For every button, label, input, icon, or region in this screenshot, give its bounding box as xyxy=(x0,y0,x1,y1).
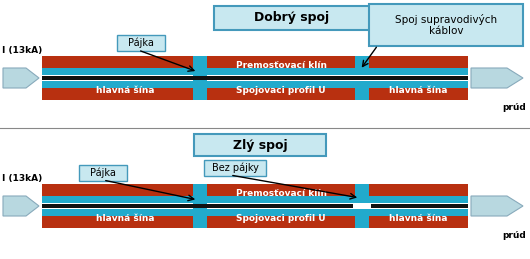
Bar xyxy=(42,76,207,80)
Bar xyxy=(193,204,207,208)
FancyArrow shape xyxy=(3,68,39,88)
Polygon shape xyxy=(42,184,62,203)
Text: Pájka: Pájka xyxy=(128,38,154,48)
FancyBboxPatch shape xyxy=(79,165,127,181)
Text: Bez pájky: Bez pájky xyxy=(211,163,259,173)
Bar xyxy=(42,81,193,88)
Bar xyxy=(369,204,468,208)
Text: Spoj supravodivých
káblov: Spoj supravodivých káblov xyxy=(395,14,497,36)
Bar xyxy=(353,203,371,209)
Polygon shape xyxy=(42,209,62,228)
Bar xyxy=(207,81,355,88)
Text: prúd: prúd xyxy=(502,231,526,240)
Bar xyxy=(207,204,355,208)
Text: Premosťovací klín: Premosťovací klín xyxy=(235,189,326,198)
FancyBboxPatch shape xyxy=(214,6,371,30)
Polygon shape xyxy=(448,81,468,100)
Bar xyxy=(42,81,193,100)
Polygon shape xyxy=(42,81,62,100)
Bar xyxy=(42,209,193,216)
Text: hlavná šína: hlavná šína xyxy=(96,86,155,95)
Text: Pájka: Pájka xyxy=(90,168,116,178)
Bar xyxy=(355,184,369,228)
Text: hlavná šína: hlavná šína xyxy=(389,214,448,223)
Bar xyxy=(42,204,207,208)
Bar xyxy=(369,184,468,203)
Bar xyxy=(369,196,468,203)
Text: I (13kA): I (13kA) xyxy=(2,174,42,183)
Bar xyxy=(42,209,193,228)
Bar xyxy=(369,81,468,88)
FancyArrow shape xyxy=(471,68,523,88)
Bar xyxy=(369,81,468,100)
FancyArrow shape xyxy=(471,196,523,216)
FancyBboxPatch shape xyxy=(117,35,165,51)
Bar xyxy=(193,184,207,228)
Bar xyxy=(207,209,355,216)
Polygon shape xyxy=(448,209,468,228)
Text: hlavná šína: hlavná šína xyxy=(389,86,448,95)
Bar xyxy=(354,76,370,80)
Polygon shape xyxy=(42,56,62,75)
Bar xyxy=(369,209,468,228)
Bar xyxy=(355,75,369,81)
Bar xyxy=(207,196,355,203)
Bar xyxy=(193,76,207,80)
Bar xyxy=(207,81,355,100)
Bar xyxy=(207,184,355,203)
FancyArrow shape xyxy=(3,196,39,216)
Text: hlavná šína: hlavná šína xyxy=(96,214,155,223)
FancyBboxPatch shape xyxy=(194,134,326,156)
Bar xyxy=(42,184,193,203)
FancyBboxPatch shape xyxy=(204,160,266,176)
Bar xyxy=(369,76,468,80)
Text: prúd: prúd xyxy=(502,103,526,112)
Bar xyxy=(207,56,355,75)
Text: I (13kA): I (13kA) xyxy=(2,46,42,55)
Bar xyxy=(207,76,355,80)
Text: Dobrý spoj: Dobrý spoj xyxy=(254,11,330,25)
Bar xyxy=(207,68,355,75)
Bar xyxy=(355,56,369,100)
Bar xyxy=(369,209,468,216)
Text: Premosťovací klín: Premosťovací klín xyxy=(235,61,326,70)
FancyBboxPatch shape xyxy=(369,4,523,46)
Bar xyxy=(193,56,207,100)
Bar xyxy=(42,68,193,75)
Bar xyxy=(42,56,193,75)
Bar xyxy=(369,68,468,75)
Text: Spojovaci profil U: Spojovaci profil U xyxy=(236,86,326,95)
Text: Spojovaci profil U: Spojovaci profil U xyxy=(236,214,326,223)
Bar xyxy=(42,196,193,203)
Bar xyxy=(369,56,468,75)
Text: Zlý spoj: Zlý spoj xyxy=(233,139,287,152)
Polygon shape xyxy=(448,184,468,203)
Polygon shape xyxy=(448,56,468,75)
Bar xyxy=(207,209,355,228)
